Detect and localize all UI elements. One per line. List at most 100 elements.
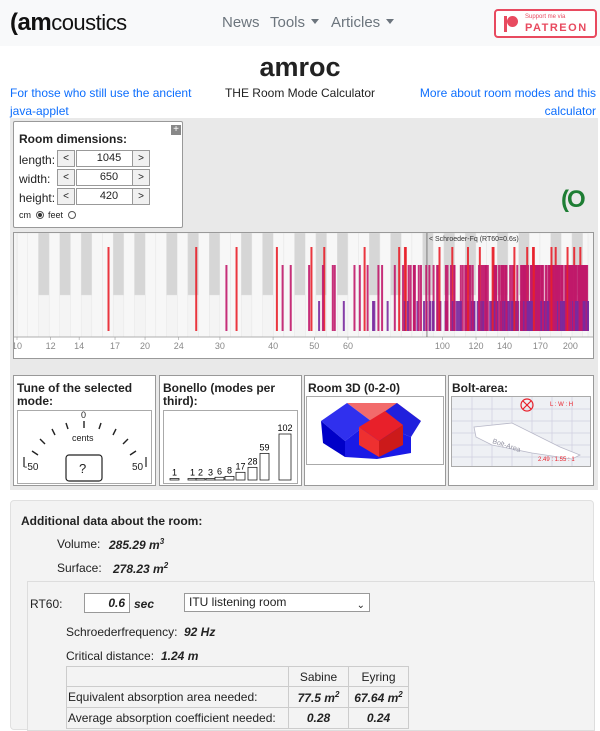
axial-mode-line[interactable] [310,247,313,331]
oblique-mode-line[interactable] [526,301,529,331]
patreon-button[interactable]: Support me via PATREON [494,9,597,38]
axial-mode-line[interactable] [466,247,469,331]
tangential-mode-line[interactable] [509,265,512,331]
length-input[interactable]: 1045 [76,150,142,167]
oblique-mode-line[interactable] [507,301,510,331]
oblique-mode-line[interactable] [373,301,376,331]
tangential-mode-line[interactable] [449,265,452,331]
oblique-mode-line[interactable] [406,301,409,331]
axial-mode-line[interactable] [363,247,366,331]
tangential-mode-line[interactable] [358,265,361,331]
axial-mode-line[interactable] [398,247,401,331]
tangential-mode-line[interactable] [578,265,581,331]
oblique-mode-line[interactable] [432,301,435,331]
tangential-mode-line[interactable] [417,265,420,331]
oblique-mode-line[interactable] [586,301,589,331]
oblique-mode-line[interactable] [503,301,506,331]
tangential-mode-line[interactable] [353,265,356,331]
length-increase-button[interactable]: > [132,150,150,167]
unit-cm-radio[interactable] [35,211,44,219]
tangential-mode-line[interactable] [308,265,311,331]
oblique-mode-line[interactable] [451,301,454,331]
tangential-mode-line[interactable] [500,265,503,331]
tangential-mode-line[interactable] [412,265,415,331]
tangential-mode-line[interactable] [535,265,538,331]
tangential-mode-line[interactable] [511,265,514,331]
oblique-mode-line[interactable] [514,301,517,331]
tangential-mode-line[interactable] [464,265,467,331]
tangential-mode-line[interactable] [486,265,489,331]
tangential-mode-line[interactable] [492,265,495,331]
tangential-mode-line[interactable] [577,265,580,331]
oblique-mode-line[interactable] [576,301,579,331]
tangential-mode-line[interactable] [544,265,547,331]
height-decrease-button[interactable]: < [57,188,75,205]
tangential-mode-line[interactable] [459,265,462,331]
height-increase-button[interactable]: > [132,188,150,205]
tangential-mode-line[interactable] [548,265,551,331]
tangential-mode-line[interactable] [493,265,496,331]
oblique-mode-line[interactable] [480,301,483,331]
oblique-mode-line[interactable] [493,301,496,331]
nav-tools[interactable]: Tools [270,14,320,31]
oblique-mode-line[interactable] [501,301,504,331]
tangential-mode-line[interactable] [564,265,567,331]
tangential-mode-line[interactable] [572,265,575,331]
room3d-view[interactable] [306,396,444,465]
axial-mode-line[interactable] [550,247,553,331]
oblique-mode-line[interactable] [416,301,419,331]
oblique-mode-line[interactable] [546,301,549,331]
tangential-mode-line[interactable] [575,265,578,331]
oblique-mode-line[interactable] [476,301,479,331]
oblique-mode-line[interactable] [482,301,485,331]
tangential-mode-line[interactable] [552,265,555,331]
tangential-mode-line[interactable] [568,265,571,331]
axial-mode-line[interactable] [566,247,569,331]
tangential-mode-line[interactable] [413,265,416,331]
tangential-mode-line[interactable] [560,265,563,331]
oblique-mode-line[interactable] [423,301,426,331]
oblique-mode-line[interactable] [530,301,533,331]
tangential-mode-line[interactable] [505,265,508,331]
tangential-mode-line[interactable] [495,265,498,331]
tangential-mode-line[interactable] [432,265,435,331]
tangential-mode-line[interactable] [366,265,369,331]
tangential-mode-line[interactable] [580,265,583,331]
oblique-mode-line[interactable] [559,301,562,331]
axial-mode-line[interactable] [107,247,110,331]
tangential-mode-line[interactable] [425,265,428,331]
axial-mode-line[interactable] [451,247,454,331]
axial-mode-line[interactable] [195,247,198,331]
tangential-mode-line[interactable] [436,265,439,331]
height-input[interactable]: 420 [76,188,142,205]
tangential-mode-line[interactable] [540,265,543,331]
axial-mode-line[interactable] [532,247,535,331]
tangential-mode-line[interactable] [480,265,483,331]
oblique-mode-line[interactable] [563,301,566,331]
logo[interactable]: (amcoustics [10,9,127,37]
tangential-mode-line[interactable] [585,265,588,331]
tangential-mode-line[interactable] [521,265,524,331]
oblique-mode-line[interactable] [522,301,525,331]
tangential-mode-line[interactable] [570,265,573,331]
tangential-mode-line[interactable] [377,265,380,331]
oblique-mode-line[interactable] [510,301,513,331]
more-info-link[interactable]: More about room modes and this calculato… [419,86,596,118]
oblique-mode-line[interactable] [457,301,460,331]
tangential-mode-line[interactable] [471,265,474,331]
oblique-mode-line[interactable] [582,301,585,331]
tangential-mode-line[interactable] [461,265,464,331]
nav-articles[interactable]: Articles [331,14,395,31]
oblique-mode-line[interactable] [473,301,476,331]
tangential-mode-line[interactable] [545,265,548,331]
tangential-mode-line[interactable] [281,265,284,331]
oblique-mode-line[interactable] [569,301,572,331]
axial-mode-line[interactable] [491,247,494,331]
nav-news[interactable]: News [222,14,260,31]
axial-mode-line[interactable] [404,247,407,331]
tangential-mode-line[interactable] [559,265,562,331]
oblique-mode-line[interactable] [556,301,559,331]
oblique-mode-line[interactable] [575,301,578,331]
rt60-input[interactable]: 0.6 [84,593,130,613]
expand-plus-icon[interactable]: + [171,125,181,135]
